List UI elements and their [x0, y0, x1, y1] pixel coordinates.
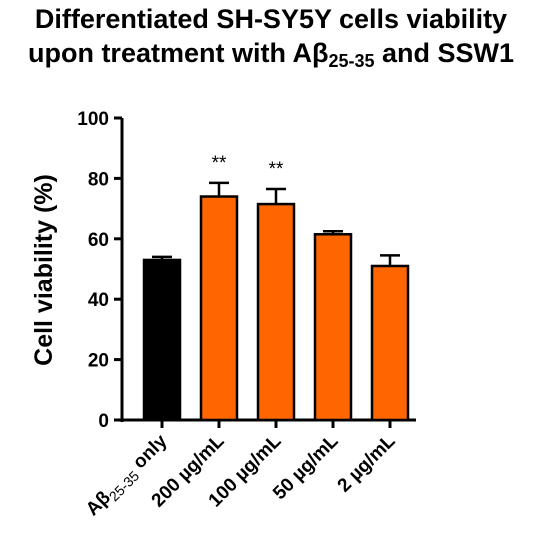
significance-marker: ** — [212, 153, 227, 174]
significance-marker: ** — [269, 159, 284, 180]
y-tick-label: 40 — [88, 290, 109, 311]
x-category-label: 2 µg/mL — [334, 430, 400, 496]
bars — [142, 181, 410, 422]
bar — [256, 202, 296, 422]
chart-title-line2-pre: upon treatment with Aβ — [27, 38, 329, 68]
chart-title-line2-sub: 25-35 — [328, 51, 375, 71]
y-tick-label: 80 — [88, 169, 109, 190]
y-tick-label: 0 — [98, 411, 109, 432]
bar — [142, 258, 182, 422]
bar — [370, 264, 410, 422]
y-tick-label: 100 — [77, 109, 109, 130]
chart-title-line2: upon treatment with Aβ25-35 and SSW1 — [0, 38, 542, 72]
y-tick-label: 20 — [88, 351, 109, 372]
bar — [313, 233, 353, 422]
y-axis-label: Cell viability (%) — [30, 174, 58, 366]
chart-title-line1: Differentiated SH-SY5Y cells viability — [0, 4, 542, 35]
chart-title-line2-post: and SSW1 — [374, 38, 515, 68]
chart-title-line1-text: Differentiated SH-SY5Y cells viability — [34, 4, 508, 34]
bar — [199, 195, 239, 422]
y-tick-label: 60 — [88, 230, 109, 251]
